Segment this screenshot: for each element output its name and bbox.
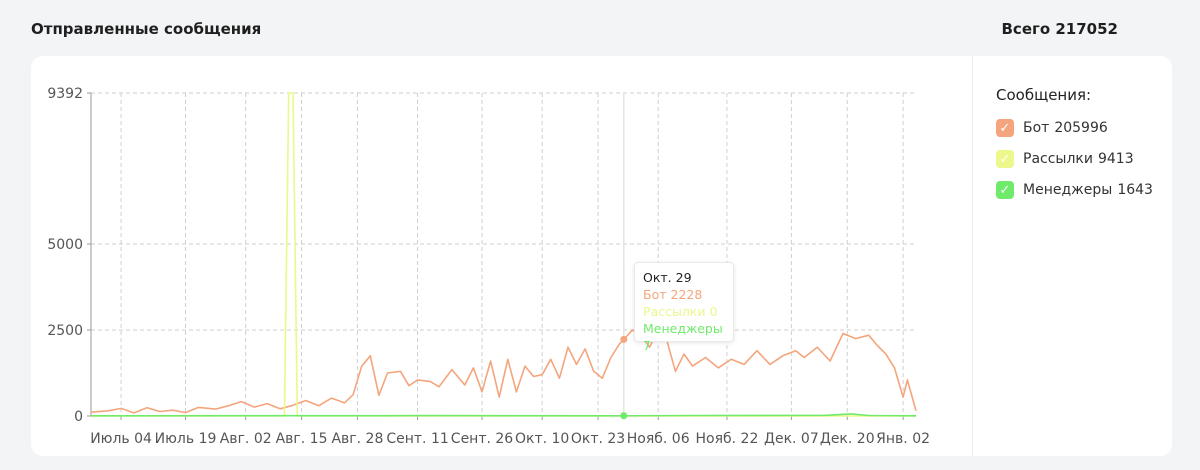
- x-tick-label: Сент. 26: [451, 431, 514, 447]
- tooltip-series-value: 2228: [670, 287, 703, 302]
- y-tick-label: 0: [74, 409, 83, 425]
- chart-tooltip: Окт. 29 Бот 2228 Рассылки 0 Менеджеры 7: [634, 262, 734, 353]
- legend-label: Менеджеры: [1023, 182, 1113, 198]
- series-line-2: [90, 413, 917, 417]
- page-title: Отправленные сообщения: [31, 20, 262, 38]
- total-value: 217052: [1055, 20, 1118, 38]
- x-tick-label: Дек. 20: [820, 431, 875, 447]
- tooltip-series-name: Менеджеры: [643, 321, 723, 336]
- tooltip-series-value: 7: [643, 338, 651, 353]
- tooltip-date: Окт. 29: [643, 270, 692, 285]
- x-tick-label: Янв. 02: [876, 431, 930, 447]
- x-tick-label: Авг. 02: [220, 431, 272, 447]
- tooltip-line-bot: Бот 2228: [643, 286, 733, 303]
- total-label: Всего: [1001, 20, 1051, 38]
- series-line-1: [91, 92, 916, 417]
- hover-point: [620, 412, 628, 420]
- y-tick-label: 9392: [47, 86, 83, 102]
- messages-line-chart: 0 2500 5000 9392 Июль 04 Июль 19 Авг. 02 Авг. 1…: [47, 86, 930, 447]
- tooltip-series-name: Бот: [643, 287, 667, 302]
- checkbox-checked-icon[interactable]: ✓: [996, 150, 1014, 168]
- tooltip-series-value: 0: [709, 304, 718, 319]
- tooltip-line-mailings: Рассылки 0: [643, 303, 733, 320]
- legend-title: Сообщения:: [996, 86, 1092, 104]
- checkbox-checked-icon[interactable]: ✓: [996, 181, 1014, 199]
- x-tick-label: Окт. 10: [515, 431, 569, 447]
- x-tick-label: Авг. 15: [276, 431, 328, 447]
- checkbox-checked-icon[interactable]: ✓: [996, 119, 1014, 137]
- legend-item-mailings[interactable]: ✓ Рассылки 9413: [996, 149, 1153, 169]
- total-count: Всего 217052: [1002, 20, 1119, 38]
- legend-value: 9413: [1097, 151, 1134, 167]
- y-tick-label: 2500: [47, 323, 83, 339]
- legend-item-managers[interactable]: ✓ Менеджеры 1643: [996, 180, 1153, 200]
- x-tick-label: Нояб. 06: [627, 431, 690, 447]
- x-tick-label: Дек. 07: [764, 431, 819, 447]
- chart-card: 0 2500 5000 9392 Июль 04 Июль 19 Авг. 02 Авг. 1…: [31, 56, 1172, 456]
- x-tick-label: Авг. 28: [331, 431, 383, 447]
- tooltip-series-name: Рассылки: [643, 304, 706, 319]
- x-tick-label: Нояб. 22: [696, 431, 759, 447]
- legend-value: 205996: [1054, 120, 1108, 136]
- x-tick-label: Июль 04: [90, 431, 152, 447]
- divider: [972, 56, 973, 456]
- legend: Сообщения: ✓ Бот 205996 ✓ Рассылки 9413 …: [996, 86, 1153, 211]
- tooltip-line-managers: Менеджеры 7: [643, 320, 733, 354]
- x-tick-label: Сент. 11: [386, 431, 448, 447]
- hover-point: [620, 335, 628, 343]
- y-tick-label: 5000: [47, 237, 83, 253]
- x-tick-label: Июль 19: [155, 431, 217, 447]
- series-line-0: [90, 329, 917, 414]
- legend-value: 1643: [1117, 182, 1153, 198]
- legend-label: Рассылки: [1023, 151, 1093, 167]
- x-tick-label: Окт. 23: [571, 431, 625, 447]
- legend-item-bot[interactable]: ✓ Бот 205996: [996, 118, 1153, 138]
- legend-label: Бот: [1023, 120, 1050, 136]
